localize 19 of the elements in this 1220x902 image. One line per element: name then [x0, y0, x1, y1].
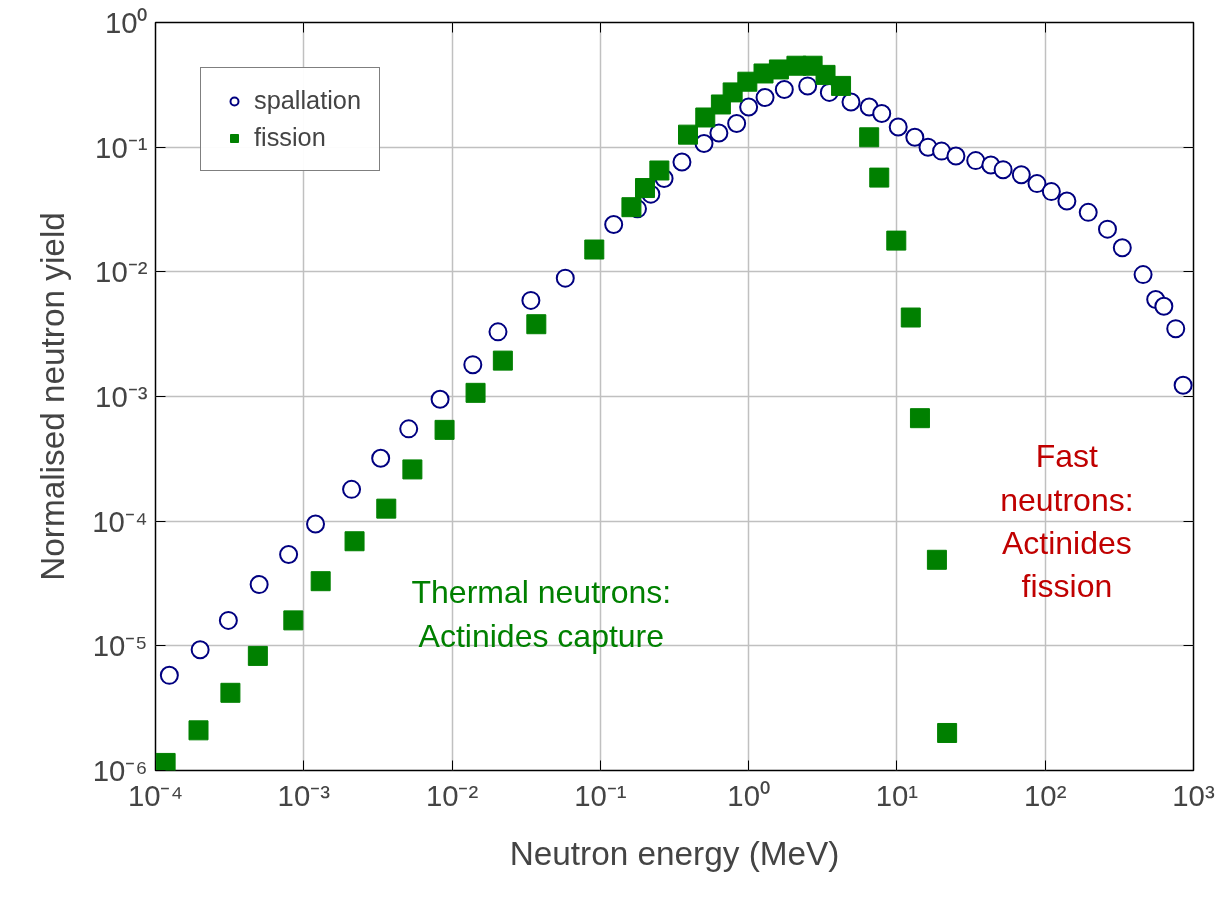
x-tick-label: 10⁻²	[425, 778, 479, 812]
x-tick-label: 10⁻¹	[574, 778, 627, 812]
y-axis-title: Normalised neutron yield	[34, 212, 72, 581]
y-tick-label: 10⁻²	[95, 255, 148, 289]
x-axis-title: Neutron energy (MeV)	[509, 834, 840, 872]
y-tick-label: 10⁰	[104, 6, 148, 39]
x-tick-label: 10⁰	[727, 778, 770, 812]
x-tick-label: 10⁻³	[277, 778, 331, 812]
y-tick-label: 10⁻⁴	[92, 504, 148, 538]
legend-label: fission	[254, 123, 326, 152]
y-tick-label: 10⁻¹	[95, 130, 148, 164]
legend-label: spallation	[254, 86, 362, 115]
annotation: Thermal neutrons: Actinides capture	[411, 574, 672, 654]
x-tick-label: 10³	[1172, 778, 1215, 812]
y-tick-label: 10⁻³	[95, 380, 148, 413]
x-tick-label: 10¹	[875, 778, 919, 812]
x-tick-label: 10²	[1024, 778, 1067, 812]
annotation: Fast neutrons: Actinides fission	[1000, 438, 1134, 604]
y-tick-label: 10⁻⁵	[92, 629, 148, 663]
